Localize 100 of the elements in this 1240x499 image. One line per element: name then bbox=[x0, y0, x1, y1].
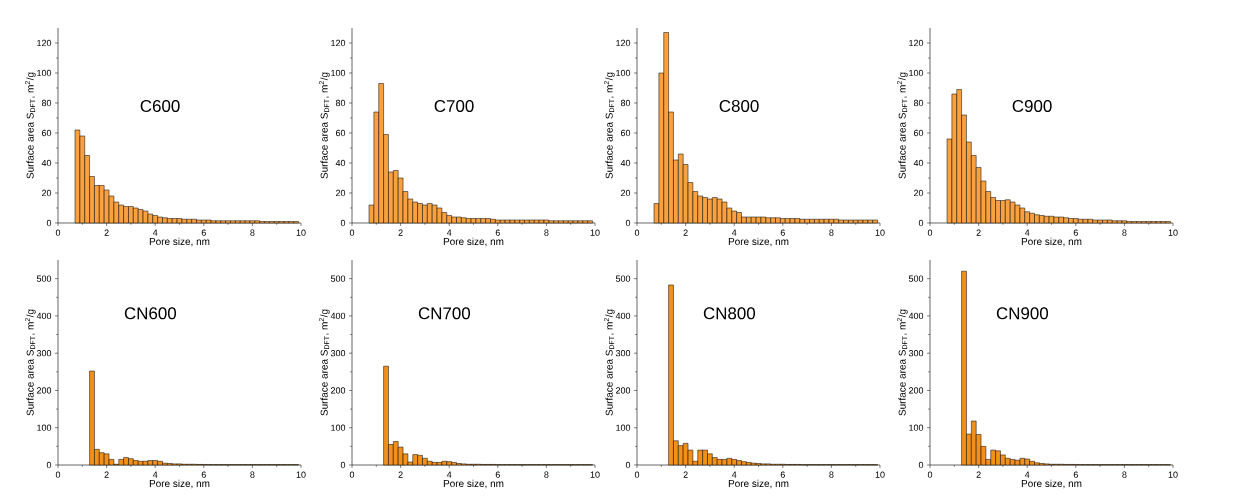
annotation: CN600 bbox=[124, 307, 177, 320]
y-tick-label: 20 bbox=[620, 189, 631, 197]
y-tick-label: 60 bbox=[620, 129, 631, 137]
x-tick-label: 8 bbox=[829, 229, 834, 236]
annotation: CN800 bbox=[703, 307, 756, 320]
x-tick-label: 10 bbox=[296, 471, 306, 478]
x-tick-label: 10 bbox=[875, 229, 885, 236]
x-tick-label: 2 bbox=[398, 229, 403, 236]
y-tick-label: 60 bbox=[913, 129, 924, 137]
y-tick-label: 40 bbox=[41, 159, 52, 167]
y-tick-label: 200 bbox=[36, 387, 52, 394]
x-tick-label: 0 bbox=[927, 229, 933, 236]
y-tick-label: 300 bbox=[615, 350, 631, 357]
y-tick-label: 120 bbox=[37, 39, 52, 47]
x-tick-label: 10 bbox=[1168, 229, 1178, 236]
y-tick-label: 20 bbox=[41, 189, 52, 197]
x-tick-label: 10 bbox=[590, 471, 600, 478]
y-tick-label: 120 bbox=[909, 39, 924, 47]
x-tick-label: 2 bbox=[104, 471, 109, 478]
y-axis-title: Surface area S$_{DFT}$, m$^{2}$/g bbox=[897, 72, 908, 179]
x-tick-label: 4 bbox=[152, 471, 158, 478]
y-tick-label: 400 bbox=[615, 312, 631, 320]
y-tick-label: 120 bbox=[616, 39, 631, 47]
y-axis-title: Surface area S$_{DFT}$, m$^{2}$/g bbox=[897, 309, 908, 416]
x-tick-label: 0 bbox=[349, 471, 355, 478]
x-tick-label: 0 bbox=[55, 471, 61, 478]
annotation: CN900 bbox=[996, 307, 1049, 320]
y-tick-label: 0 bbox=[46, 461, 52, 469]
y-tick-label: 100 bbox=[909, 69, 924, 77]
x-axis-title: Pore size, nm bbox=[1021, 237, 1082, 247]
x-tick-label: 6 bbox=[1073, 229, 1078, 236]
x-axis-title: Pore size, nm bbox=[443, 237, 504, 247]
y-tick-label: 20 bbox=[913, 189, 924, 197]
x-tick-label: 4 bbox=[446, 229, 452, 236]
x-tick-label: 0 bbox=[55, 229, 61, 236]
x-tick-label: 4 bbox=[1024, 471, 1030, 478]
y-tick-label: 400 bbox=[36, 312, 52, 320]
x-tick-label: 6 bbox=[495, 229, 500, 236]
x-tick-label: 6 bbox=[780, 229, 785, 236]
x-tick-label: 6 bbox=[1073, 471, 1078, 478]
y-axis-title: Surface area S$_{DFT}$, m$^{2}$/g bbox=[319, 72, 330, 179]
x-tick-label: 4 bbox=[1024, 229, 1030, 236]
y-tick-label: 0 bbox=[340, 461, 346, 469]
x-tick-label: 6 bbox=[495, 471, 500, 478]
x-tick-label: 8 bbox=[1122, 471, 1127, 478]
x-tick-label: 8 bbox=[544, 471, 549, 478]
y-axis-title: Surface area S$_{DFT}$, m$^{2}$/g bbox=[25, 309, 36, 416]
x-axis-title: Pore size, nm bbox=[443, 479, 504, 489]
y-axis-title: Surface area S$_{DFT}$, m$^{2}$/g bbox=[604, 309, 615, 416]
y-tick-label: 60 bbox=[41, 129, 52, 137]
x-tick-label: 2 bbox=[398, 471, 403, 478]
y-tick-label: 20 bbox=[335, 189, 346, 197]
y-tick-label: 500 bbox=[330, 275, 346, 282]
y-tick-label: 100 bbox=[616, 424, 631, 431]
y-tick-label: 100 bbox=[37, 69, 52, 77]
y-tick-label: 100 bbox=[37, 424, 52, 431]
y-tick-label: 40 bbox=[620, 159, 631, 167]
y-tick-label: 500 bbox=[908, 275, 924, 282]
y-tick-label: 40 bbox=[335, 159, 346, 167]
x-axis-title: Pore size, nm bbox=[728, 237, 789, 247]
x-tick-label: 2 bbox=[104, 229, 109, 236]
y-tick-label: 0 bbox=[625, 219, 631, 227]
x-tick-label: 0 bbox=[927, 471, 933, 478]
y-tick-label: 300 bbox=[36, 350, 52, 357]
y-tick-label: 80 bbox=[913, 99, 924, 107]
y-tick-label: 100 bbox=[616, 69, 631, 77]
y-axis-title: Surface area S$_{DFT}$, m$^{2}$/g bbox=[604, 72, 615, 179]
x-tick-label: 6 bbox=[780, 471, 785, 478]
y-tick-label: 200 bbox=[330, 387, 346, 394]
x-tick-label: 10 bbox=[875, 471, 885, 478]
y-tick-label: 0 bbox=[918, 461, 924, 469]
x-tick-label: 0 bbox=[634, 229, 640, 236]
y-tick-label: 100 bbox=[331, 424, 346, 431]
x-tick-label: 0 bbox=[634, 471, 640, 478]
x-tick-label: 10 bbox=[296, 229, 306, 236]
x-tick-label: 8 bbox=[829, 471, 834, 478]
x-tick-label: 2 bbox=[976, 229, 981, 236]
y-tick-label: 500 bbox=[36, 275, 52, 282]
x-tick-label: 8 bbox=[250, 471, 255, 478]
y-tick-label: 0 bbox=[340, 219, 346, 227]
y-tick-label: 60 bbox=[335, 129, 346, 137]
x-tick-label: 8 bbox=[1122, 229, 1127, 236]
x-tick-label: 6 bbox=[201, 471, 206, 478]
y-tick-label: 300 bbox=[908, 350, 924, 357]
y-tick-label: 80 bbox=[620, 99, 631, 107]
x-tick-label: 10 bbox=[1168, 471, 1178, 478]
y-tick-label: 0 bbox=[46, 219, 52, 227]
y-tick-label: 200 bbox=[615, 387, 631, 394]
y-tick-label: 100 bbox=[331, 69, 346, 77]
x-tick-label: 0 bbox=[349, 229, 355, 236]
y-tick-label: 400 bbox=[330, 312, 346, 320]
y-axis-title: Surface area S$_{DFT}$, m$^{2}$/g bbox=[319, 309, 330, 416]
annotation: C600 bbox=[140, 100, 180, 112]
y-tick-label: 80 bbox=[41, 99, 52, 107]
x-tick-label: 4 bbox=[446, 471, 452, 478]
annotation: CN700 bbox=[418, 307, 471, 320]
annotation: C900 bbox=[1012, 100, 1052, 112]
x-tick-label: 2 bbox=[683, 229, 688, 236]
x-tick-label: 4 bbox=[731, 229, 737, 236]
x-axis-title: Pore size, nm bbox=[728, 479, 789, 489]
